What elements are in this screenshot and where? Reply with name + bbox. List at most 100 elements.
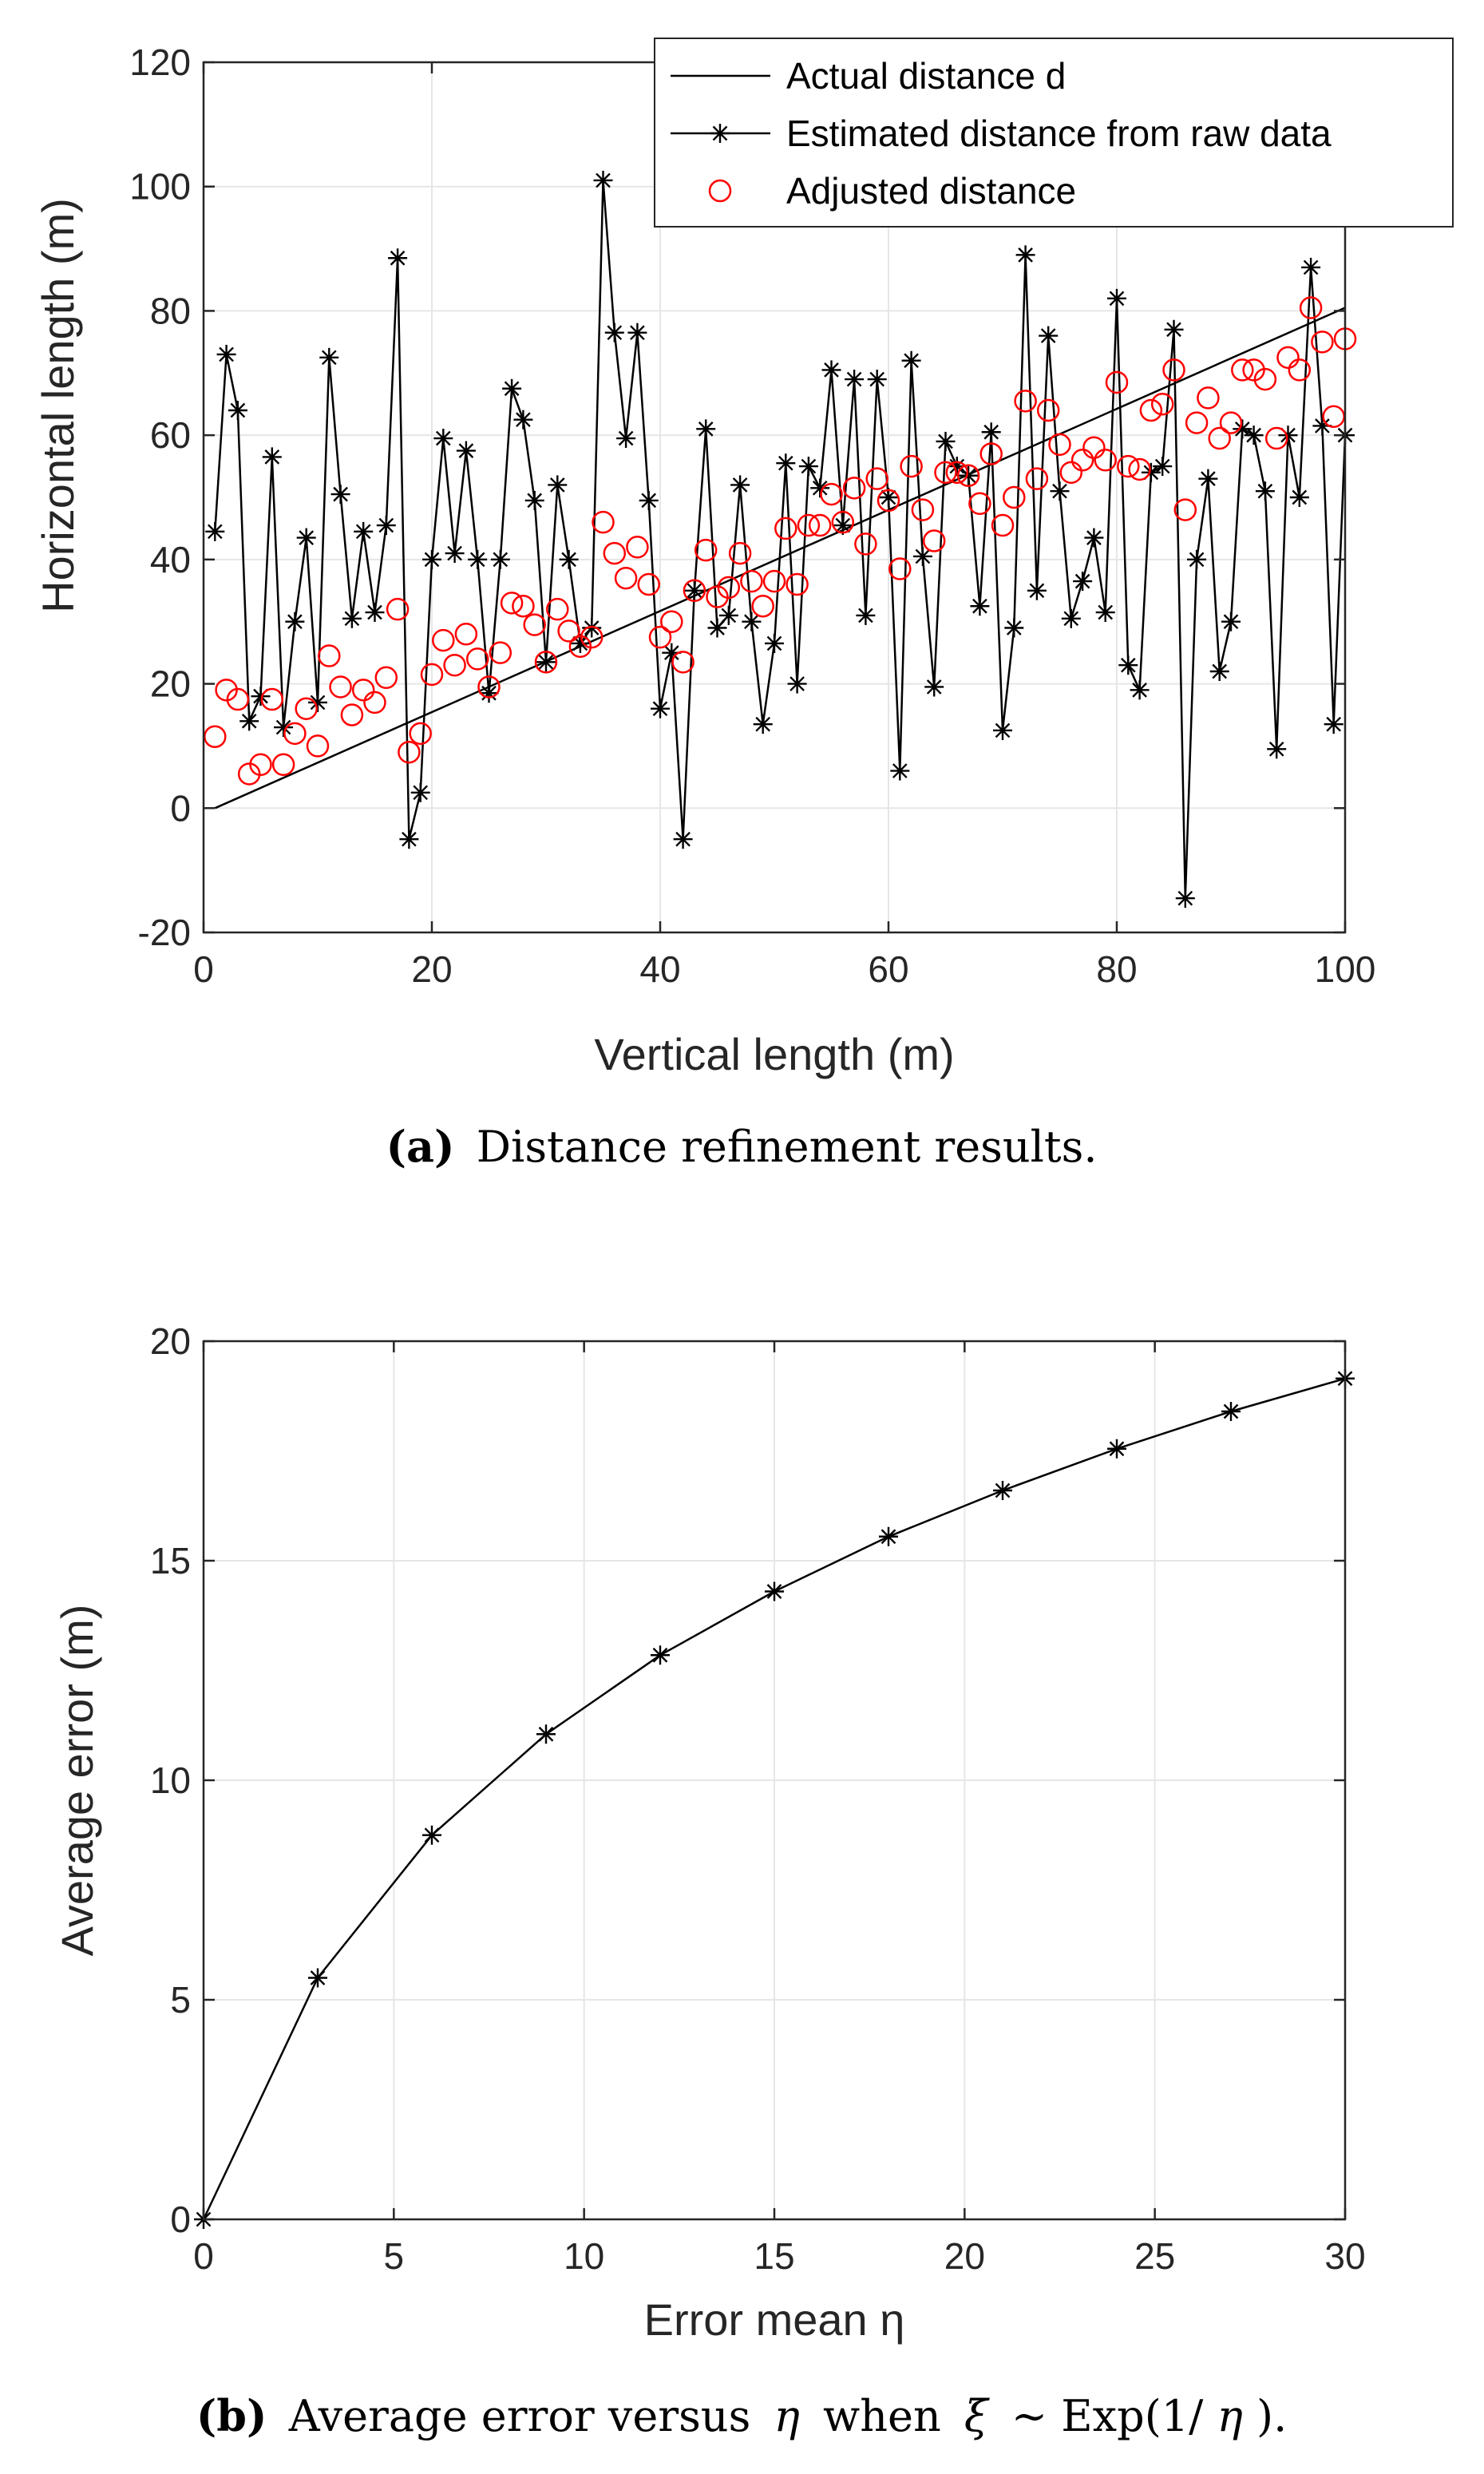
a-series-1-point-22-d2 [458,443,474,458]
a-series-1-point-55-d2 [835,517,851,533]
a-series-1-point-13-d2 [355,524,371,540]
a-series-1-point-6 [274,718,294,738]
caption-b-text-1: Average error versus [288,2391,751,2441]
a-series-1-point-48 [753,714,773,734]
a-series-2-point-81 [1128,457,1151,481]
a-series-2-point-41 [671,651,695,674]
a-series-2-point-98 [1322,405,1345,429]
a-series-2-point-84 [1162,358,1185,382]
a-series-1-point-86 [1187,549,1207,569]
a-tick-label-x-4: 80 [1096,948,1137,990]
a-series-1-point-87-d2 [1201,471,1216,486]
a-series-2-point-87 [1197,386,1220,410]
a-series-1-point-88-d2 [1212,663,1228,679]
a-series-1-point-49-d2 [766,635,782,651]
series-a [204,170,1357,908]
a-tick-label-x-3: 60 [868,948,908,990]
a-series-1-point-15-d2 [378,517,394,533]
a-series-1-point-19 [422,549,441,569]
a-series-2-point-31 [557,619,580,643]
a-series-1-point-17 [399,829,419,849]
b-series-0-point-8-d2 [1109,1441,1125,1457]
a-series-2-point-34 [592,510,615,534]
a-series-2-point-54 [820,482,843,506]
a-series-1-point-36-d2 [618,430,634,446]
a-series-1-point-56-d2 [846,371,862,387]
a-series-2-point-33 [580,625,603,649]
a-series-2-point-7 [283,722,307,746]
a-series-1-point-12 [342,608,362,628]
a-series-2-point-72 [1025,467,1049,490]
legend-label-estimated: Estimated distance from raw data [786,113,1332,154]
legend-a: Actual distance d Estimated distance fro… [654,38,1454,228]
a-series-1-point-98 [1324,714,1344,734]
a-tick-label-x-2: 40 [639,948,680,990]
b-series-0-point-9-d2 [1223,1403,1239,1419]
a-series-1-point-63-d2 [926,679,942,695]
a-series-1-point-63 [924,677,944,697]
a-tick-label-y-4: 60 [150,414,191,456]
a-series-2-point-22 [454,623,478,646]
a-series-2-point-78 [1094,449,1117,472]
a-series-1-point-25 [490,549,510,569]
a-series-1-point-46-d2 [732,477,748,493]
a-series-1-point-53-d2 [812,480,828,496]
a-series-1-point-10-d2 [321,350,337,366]
caption-b-label: (b) [196,2390,267,2441]
a-series-2-point-45 [717,576,741,600]
a-series-2-point-83 [1150,392,1174,416]
a-series-1-point-7 [285,612,305,631]
a-series-1-point-80 [1118,655,1138,675]
a-series-2-point-3 [237,762,261,786]
a-series-1-point-52-d2 [801,458,817,474]
a-series-1-point-50-d2 [778,455,793,471]
a-series-1-point-67 [970,596,990,616]
a-series-1-point-85 [1175,889,1195,908]
b-series-0-point-3 [536,1724,556,1744]
a-series-2-point-39 [648,625,672,649]
a-series-2-point-92 [1253,367,1277,391]
a-series-1-point-37-d2 [630,325,645,341]
a-series-1-point-54-d2 [824,362,839,378]
a-series-1-point-3 [239,711,259,731]
a-series-2-point-50 [774,517,797,540]
a-series-2-point-16 [386,597,410,621]
a-series-1-point-39-d2 [652,701,668,717]
ticks-b: 0 5 10 15 20 25 30 0 5 10 15 20 [150,1320,1366,2277]
a-series-1-point-33 [582,618,602,638]
a-series-1-point-18 [410,782,430,802]
a-series-1-point-77 [1084,528,1104,548]
a-series-1-point-39 [651,699,670,718]
legend-circle-marker [708,179,732,203]
b-tick-label-x-4: 20 [944,2235,985,2277]
a-series-1-point-31-d2 [561,552,576,568]
a-tick-label-x-5: 100 [1315,948,1376,990]
a-series-1-point-80-d2 [1120,657,1136,673]
a-series-1-point-2-d2 [230,402,246,418]
a-series-1-point-29 [536,652,556,672]
b-series-0-point-6 [879,1526,898,1546]
a-series-1-point-21-d2 [447,545,462,561]
a-series-1-point-91-d2 [1246,427,1261,443]
a-series-1-point-47 [742,612,762,631]
b-series-0-point-9 [1221,1402,1241,1421]
b-series-0-point-7 [993,1481,1012,1500]
a-series-1-point-43 [696,419,716,439]
a-series-2-point-77 [1082,436,1106,459]
a-series-1-point-24-d2 [481,685,497,701]
a-series-1-point-74 [1050,481,1070,501]
a-series-1-point-42-d2 [687,583,702,599]
a-series-2-point-35 [603,541,627,565]
a-series-1-point-30-d2 [549,477,565,493]
a-series-2-point-58 [865,467,888,490]
a-series-2-point-4 [249,753,272,777]
a-series-1-point-78-d2 [1098,604,1114,620]
a-series-1-point-33-d2 [584,620,600,635]
a-series-2-point-55 [831,510,855,534]
a-series-1-point-34 [593,170,613,190]
a-series-2-point-51 [786,572,809,596]
a-series-1-point-89-d2 [1223,614,1239,630]
a-tick-label-y-3: 40 [150,539,191,580]
a-series-1-point-76 [1073,572,1093,592]
a-series-2-point-2 [226,687,250,711]
